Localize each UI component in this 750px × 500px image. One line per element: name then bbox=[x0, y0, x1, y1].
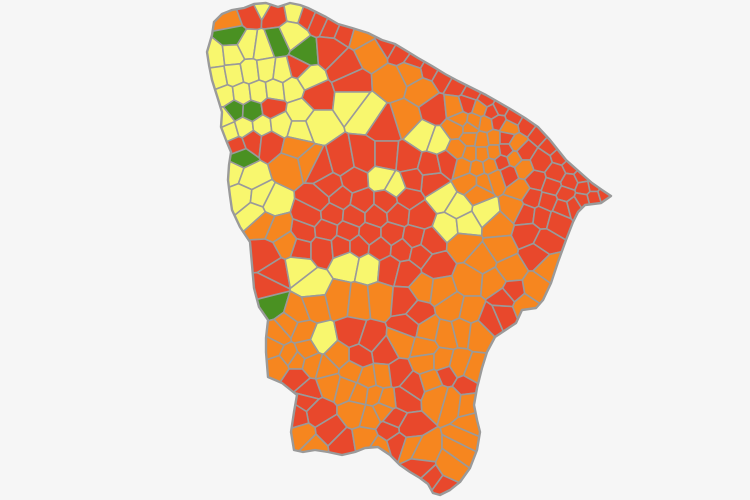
municipality-cell bbox=[436, 149, 458, 182]
municipality-cell bbox=[484, 287, 516, 308]
state-outline bbox=[205, 1, 613, 497]
municipality-cell bbox=[366, 280, 395, 324]
municipality-cell bbox=[336, 400, 367, 431]
municipality-cell bbox=[399, 167, 424, 193]
municipality-cell bbox=[374, 140, 400, 172]
municipality-cell bbox=[486, 128, 501, 146]
municipality-cell bbox=[358, 403, 382, 431]
municipality-cell bbox=[278, 340, 299, 367]
